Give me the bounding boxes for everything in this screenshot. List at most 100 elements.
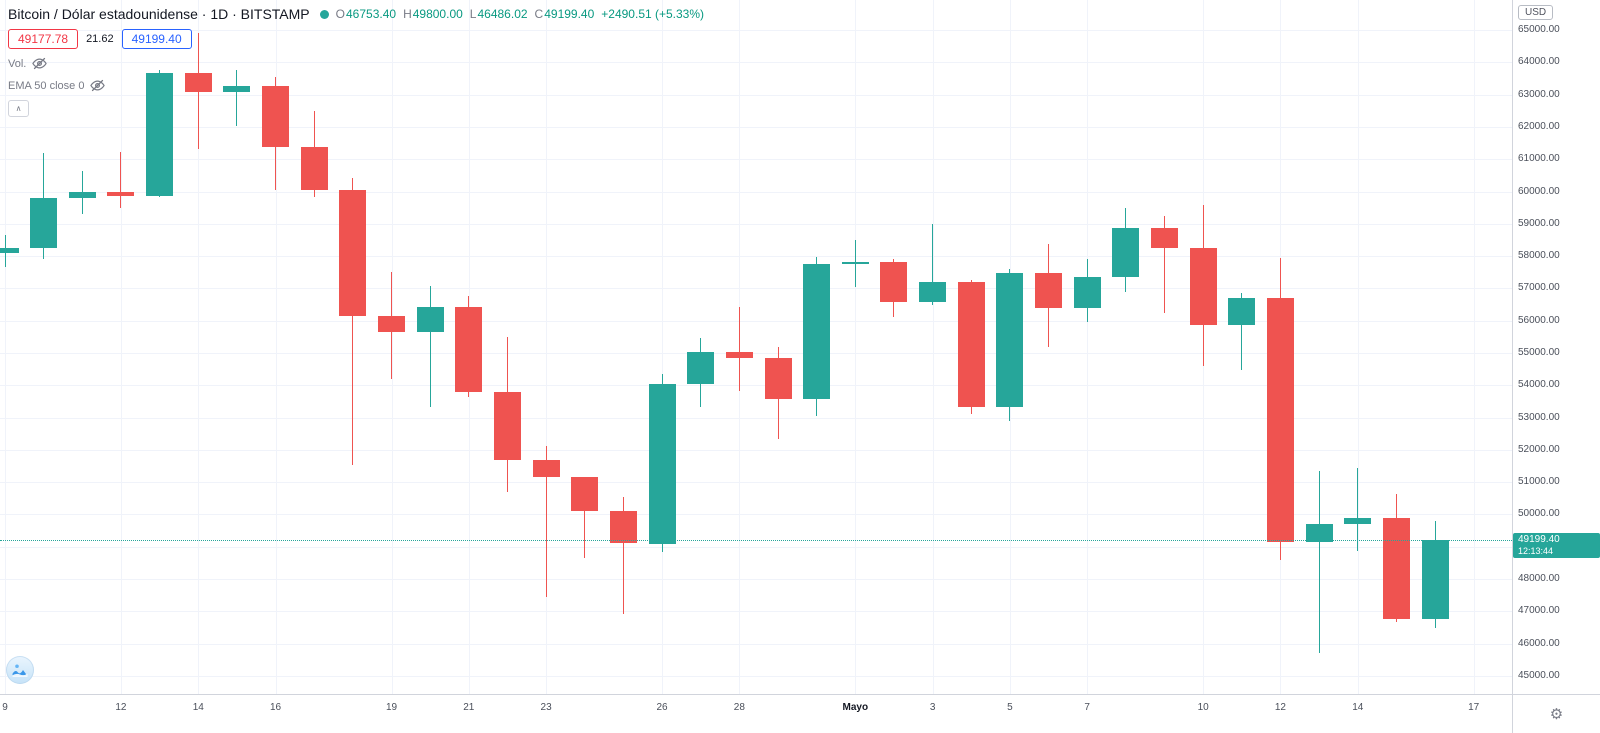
sell-button[interactable]: 49177.78 — [8, 29, 79, 49]
candle-body — [184, 72, 212, 93]
price-tick-label: 61000.00 — [1518, 153, 1560, 165]
symbol-row: Bitcoin / Dólar estadounidense · 1D · BI… — [8, 6, 704, 22]
time-tick-label: 23 — [540, 702, 552, 713]
gear-icon[interactable]: ⚙ — [1549, 706, 1564, 723]
price-tick-label: 56000.00 — [1518, 314, 1560, 326]
ohlc-open-value: 46753.40 — [346, 7, 397, 21]
volume-indicator-row: Vol. — [8, 56, 48, 71]
grid-line-horizontal — [0, 514, 1512, 516]
candle-body — [648, 384, 676, 544]
grid-line-horizontal — [0, 288, 1512, 290]
spread-value: 21.62 — [86, 33, 114, 45]
candle-body — [880, 261, 908, 303]
last-price-line — [0, 540, 1512, 542]
candle-body — [725, 351, 753, 358]
candle-body — [493, 391, 521, 460]
grid-line-horizontal — [0, 352, 1512, 354]
grid-line-vertical — [1357, 0, 1359, 694]
mountain-landscape-icon — [12, 664, 28, 677]
candle-body — [339, 189, 367, 316]
candle-body — [262, 86, 290, 147]
candle-wick — [545, 445, 547, 598]
chart-area[interactable]: Bitcoin / Dólar estadounidense · 1D · BI… — [0, 0, 1512, 694]
candle-body — [571, 477, 599, 512]
grid-line-vertical — [855, 0, 857, 694]
candle-body — [609, 511, 637, 544]
grid-line-vertical — [198, 0, 200, 694]
ema-indicator-row: EMA 50 close 0 — [8, 78, 106, 93]
grid-line-vertical — [120, 0, 122, 694]
time-tick-label: 7 — [1084, 702, 1090, 713]
grid-line-horizontal — [0, 675, 1512, 677]
time-tick-label: 19 — [385, 702, 398, 713]
candle-body — [1382, 518, 1410, 620]
grid-line-horizontal — [0, 159, 1512, 161]
price-tick-label: 45000.00 — [1518, 669, 1560, 681]
candle-wick — [1241, 292, 1243, 371]
broker-logo[interactable] — [6, 656, 34, 684]
candle-body — [764, 357, 792, 400]
candle-body — [687, 351, 715, 385]
grid-line-horizontal — [0, 385, 1512, 387]
grid-line-horizontal — [0, 256, 1512, 258]
trade-buttons-row: 49177.78 21.62 49199.40 — [8, 29, 192, 49]
price-tick-label: 58000.00 — [1518, 250, 1560, 262]
candle-body — [1421, 540, 1449, 620]
currency-button[interactable]: USD — [1518, 5, 1554, 20]
candle-body — [455, 306, 483, 392]
time-tick-label: 21 — [463, 702, 475, 713]
grid-line-vertical — [275, 0, 277, 694]
ohlc-readout: O 46753.40 H 49800.00 L 46486.02 C 49199… — [336, 7, 704, 21]
candle-body — [957, 281, 985, 407]
candle-body — [1035, 273, 1063, 308]
price-axis[interactable]: USD 65000.00 64000.00 63000.00 62000.00 6100… — [1512, 0, 1600, 694]
plot — [0, 0, 1512, 694]
grid-line-horizontal — [0, 449, 1512, 451]
time-axis[interactable]: 9 12 14 16 19 21 23 26 28 Mayo 3 5 7 10 12 14 17 — [0, 694, 1512, 733]
eye-off-icon[interactable] — [32, 56, 48, 71]
time-tick-label: Mayo — [842, 702, 869, 713]
buy-button[interactable]: 49199.40 — [121, 29, 192, 49]
price-tick-label: 50000.00 — [1518, 508, 1560, 520]
time-tick-label: 5 — [1007, 702, 1013, 713]
grid-line-vertical — [739, 0, 741, 694]
symbol-title[interactable]: Bitcoin / Dólar estadounidense · 1D · BI… — [8, 6, 310, 22]
candle-wick — [584, 476, 586, 558]
candle-body — [146, 72, 174, 196]
candle-body — [1305, 523, 1333, 542]
ohlc-low-label: L — [469, 7, 477, 21]
grid-line-vertical — [662, 0, 664, 694]
grid-line-horizontal — [0, 320, 1512, 322]
grid-line-horizontal — [0, 30, 1512, 32]
candle-body — [378, 315, 405, 332]
candle-body — [68, 191, 96, 199]
candle-wick — [120, 152, 122, 208]
ema-indicator-label: EMA 50 close 0 — [8, 79, 85, 92]
grid-line-horizontal — [0, 482, 1512, 484]
price-tick-label: 62000.00 — [1518, 120, 1560, 132]
grid-line-vertical — [546, 0, 548, 694]
price-tick-label: 59000.00 — [1518, 217, 1560, 229]
time-tick-label: 9 — [2, 702, 8, 713]
candle-body — [223, 86, 251, 93]
candle-body — [416, 306, 444, 332]
ohlc-high-label: H — [403, 7, 412, 21]
price-tick-label: 53000.00 — [1518, 411, 1560, 423]
grid-line-horizontal — [0, 643, 1512, 645]
ohlc-low-value: 46486.02 — [477, 7, 528, 21]
candle-body — [1228, 297, 1256, 326]
chevron-up-icon: ∧ — [15, 104, 22, 113]
ohlc-close-value: 49199.40 — [544, 7, 595, 21]
time-tick-label: 3 — [929, 702, 936, 713]
grid-line-vertical — [5, 0, 6, 694]
eye-off-icon[interactable] — [90, 78, 106, 93]
grid-line-horizontal — [0, 191, 1512, 193]
grid-line-vertical — [1203, 0, 1205, 694]
candle-wick — [429, 286, 431, 407]
candle-body — [30, 198, 58, 249]
candle-wick — [236, 69, 238, 126]
grid-line-horizontal — [0, 94, 1512, 96]
legend-collapse-button[interactable]: ∧ — [8, 100, 29, 117]
ohlc-close-label: C — [534, 7, 544, 21]
